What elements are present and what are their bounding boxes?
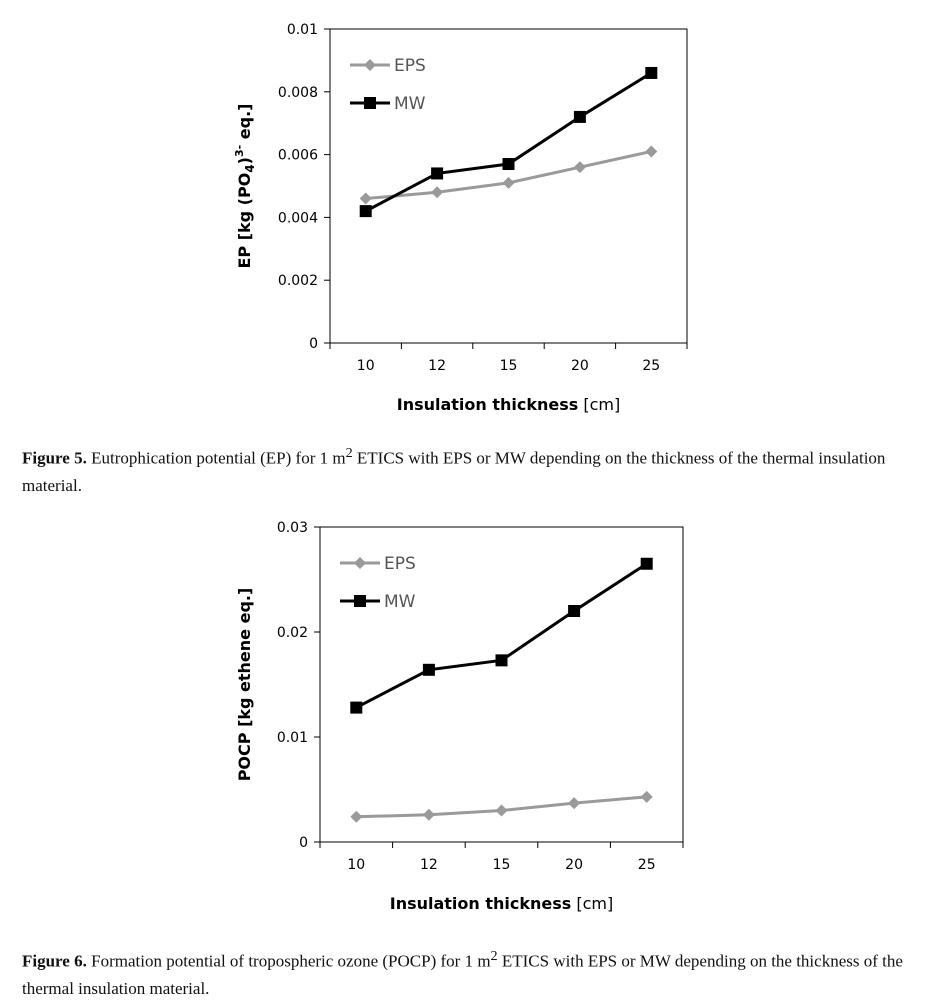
y-axis-title-end: eq.] [235, 103, 254, 144]
data-point-eps [359, 192, 372, 205]
data-point-mw [422, 663, 435, 676]
x-axis-title: Insulation thickness [cm] [390, 894, 614, 913]
y-axis-title: EP [kg (PO4)3- eq.] [233, 103, 257, 268]
caption-text: Formation potential of tropospheric ozon… [86, 951, 491, 971]
data-point-mw [640, 557, 653, 570]
plot-area-frame [319, 526, 684, 843]
plot-area-frame [329, 28, 688, 344]
x-axis-title-main: Insulation thickness [397, 395, 579, 414]
figure-6-caption: Figure 6. Formation potential of troposp… [22, 943, 922, 1002]
y-tick-label: 0.008 [278, 85, 318, 101]
legend-marker-mw [364, 97, 376, 109]
x-tick-label: 12 [428, 358, 446, 374]
y-tick-label: 0 [299, 835, 308, 851]
x-axis-title-unit: [cm] [578, 395, 620, 414]
y-axis-title-sub: 4 [243, 164, 257, 172]
y-tick-label: 0.004 [278, 210, 318, 226]
caption-text: Eutrophication potential (EP) for 1 m [86, 448, 346, 468]
y-tick-label: 0.01 [287, 22, 318, 38]
pocp-chart: 0 0.01 0.02 0.03 10 12 15 20 25 Insulation thickn… [235, 520, 684, 913]
x-tick-label: 10 [347, 857, 365, 873]
data-point-mw [431, 167, 444, 180]
data-point-mw [645, 66, 658, 79]
x-axis-title-main: Insulation thickness [390, 894, 572, 913]
caption-text-rest: ETICS with EPS or MW depending on the th… [22, 448, 886, 495]
data-point-eps [422, 808, 435, 821]
y-axis-title: POCP [kg ethene eq.] [235, 588, 254, 782]
data-point-mw [495, 654, 508, 667]
y-axis-title-sup: 3- [233, 145, 246, 157]
x-tick-label: 15 [493, 857, 511, 873]
ep-chart: 0 0.002 0.004 0.006 0.008 0.01 10 12 15 20 25 Insul… [233, 22, 688, 414]
data-point-mw [502, 158, 515, 171]
legend-label-mw: MW [384, 592, 416, 612]
x-tick-label: 20 [565, 857, 583, 873]
legend-marker-eps [364, 59, 376, 71]
legend-marker-mw [354, 595, 366, 607]
data-point-eps [573, 161, 586, 174]
y-tick-label: 0.006 [278, 148, 318, 164]
data-point-eps [495, 804, 508, 817]
x-tick-label: 25 [642, 358, 660, 374]
data-point-eps [645, 145, 658, 158]
data-point-eps [350, 810, 363, 823]
x-tick-label: 10 [357, 358, 375, 374]
x-axis-title-unit: [cm] [571, 894, 613, 913]
caption-superscript: 2 [345, 445, 353, 461]
figure-5-caption: Figure 5. Eutrophication potential (EP) … [22, 440, 922, 499]
x-axis-title: Insulation thickness [cm] [397, 395, 621, 414]
y-tick-label: 0.03 [277, 520, 308, 536]
data-point-mw [359, 205, 372, 218]
legend-label-mw: MW [394, 94, 426, 114]
figure-5: 0 0.002 0.004 0.006 0.008 0.01 10 12 15 20 25 Insul… [0, 0, 945, 500]
x-tick-label: 15 [500, 358, 518, 374]
legend-label-eps: EPS [384, 554, 416, 574]
caption-superscript: 2 [490, 948, 498, 964]
data-point-mw [573, 110, 586, 123]
data-point-mw [568, 605, 581, 617]
legend-label-eps: EPS [394, 56, 426, 76]
data-point-eps [502, 176, 515, 189]
y-axis-title-main: POCP [kg ethene eq.] [235, 588, 254, 782]
y-tick-label: 0 [309, 336, 318, 352]
x-tick-label: 12 [420, 857, 438, 873]
y-axis-title-main: EP [kg (PO [235, 173, 254, 269]
data-point-eps [431, 186, 444, 199]
y-axis-title-mid: ) [235, 157, 254, 164]
data-point-eps [640, 790, 653, 803]
series-line-mw [355, 562, 648, 709]
legend-marker-eps [354, 557, 366, 569]
caption-label: Figure 6. [22, 951, 87, 971]
caption-label: Figure 5. [22, 448, 87, 468]
data-point-mw [350, 701, 363, 714]
y-tick-label: 0.01 [277, 730, 308, 746]
caption-text-rest: ETICS with EPS or MW depending on the th… [22, 951, 903, 998]
data-point-eps [568, 797, 581, 810]
y-tick-label: 0.02 [277, 625, 308, 641]
x-tick-label: 20 [571, 358, 589, 374]
figure-6: 0 0.01 0.02 0.03 10 12 15 20 25 Insulation thickn… [0, 500, 945, 1001]
y-tick-label: 0.002 [278, 273, 318, 289]
x-tick-label: 25 [638, 857, 656, 873]
